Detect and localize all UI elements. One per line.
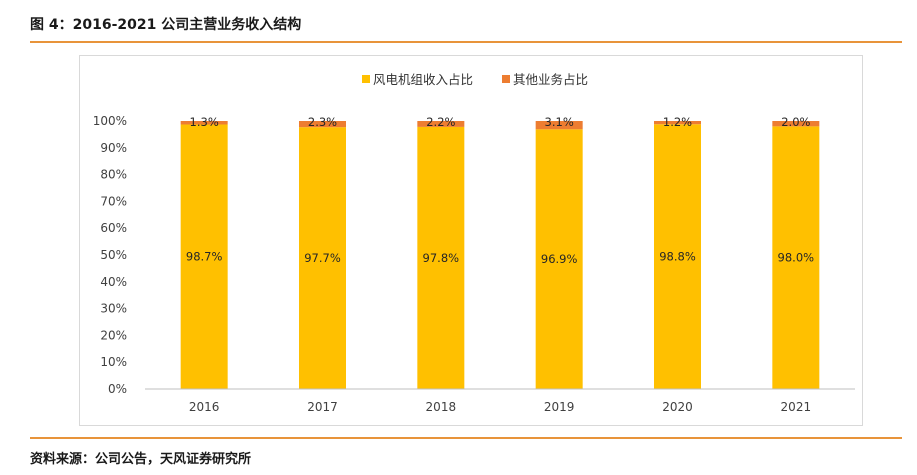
x-tick-label: 2020 — [662, 400, 693, 414]
figure-title: 图 4：2016-2021 公司主营业务收入结构 — [30, 17, 302, 33]
bar-segment-other-business — [299, 121, 346, 128]
y-tick-label: 10% — [100, 355, 127, 369]
x-tick-label: 2021 — [781, 400, 812, 414]
bar-segment-wind-turbine — [535, 129, 583, 390]
bar-segment-wind-turbine — [299, 127, 346, 389]
legend-swatch-other-business — [502, 75, 510, 83]
y-axis: 0% 10% 20% 30% 40% 50% 60% 70% 80% 90% 100% — [93, 114, 127, 396]
y-tick-label: 20% — [100, 328, 127, 342]
y-tick-label: 70% — [100, 194, 127, 208]
data-label: 3.1% — [545, 115, 574, 129]
legend-swatch-wind-turbine — [362, 75, 370, 83]
bar-segment-wind-turbine — [417, 126, 465, 390]
y-tick-label: 40% — [100, 275, 127, 289]
data-label: 1.3% — [190, 115, 219, 129]
bar-segment-wind-turbine — [180, 124, 228, 389]
x-axis: 2016 2017 2018 2019 2020 2021 — [145, 388, 855, 414]
y-tick-label: 100% — [93, 114, 127, 128]
top-divider — [30, 41, 902, 43]
bar-segment-wind-turbine — [772, 126, 820, 390]
bar-segment-other-business — [180, 121, 228, 125]
data-label: 1.2% — [663, 115, 692, 129]
y-tick-label: 50% — [100, 248, 127, 262]
bar-segment-other-business — [772, 121, 820, 127]
data-label: 98.0% — [778, 251, 815, 265]
x-tick-label: 2017 — [307, 400, 338, 414]
y-tick-label: 90% — [100, 141, 127, 155]
data-label: 96.9% — [541, 252, 578, 266]
data-label: 98.7% — [186, 250, 223, 264]
source-note: 资料来源：公司公告，天风证券研究所 — [30, 452, 252, 467]
y-tick-label: 0% — [108, 382, 127, 396]
data-label: 97.7% — [304, 251, 341, 265]
x-tick-label: 2016 — [189, 400, 220, 414]
chart-legend: 风电机组收入占比 其他业务占比 — [362, 72, 588, 87]
y-tick-label: 60% — [100, 221, 127, 235]
legend-label: 其他业务占比 — [513, 72, 588, 87]
data-label: 97.8% — [423, 251, 460, 265]
data-label: 2.0% — [781, 115, 810, 129]
bar-segment-other-business — [535, 121, 583, 130]
bottom-divider — [30, 437, 902, 439]
x-tick-label: 2018 — [426, 400, 457, 414]
x-tick-label: 2019 — [544, 400, 575, 414]
bars: 98.7% 1.3% 97.7% 2.3% 97.8% 2.2% 96.9% 3.1% 98.8… — [180, 115, 820, 390]
y-tick-label: 30% — [100, 302, 127, 316]
bar-segment-other-business — [654, 121, 701, 125]
y-tick-label: 80% — [100, 168, 127, 182]
bar-segment-wind-turbine — [654, 124, 701, 389]
data-label: 98.8% — [659, 250, 696, 264]
data-label: 2.3% — [308, 115, 337, 129]
legend-label: 风电机组收入占比 — [373, 72, 473, 87]
bar-segment-other-business — [417, 121, 465, 127]
data-label: 2.2% — [426, 115, 455, 129]
